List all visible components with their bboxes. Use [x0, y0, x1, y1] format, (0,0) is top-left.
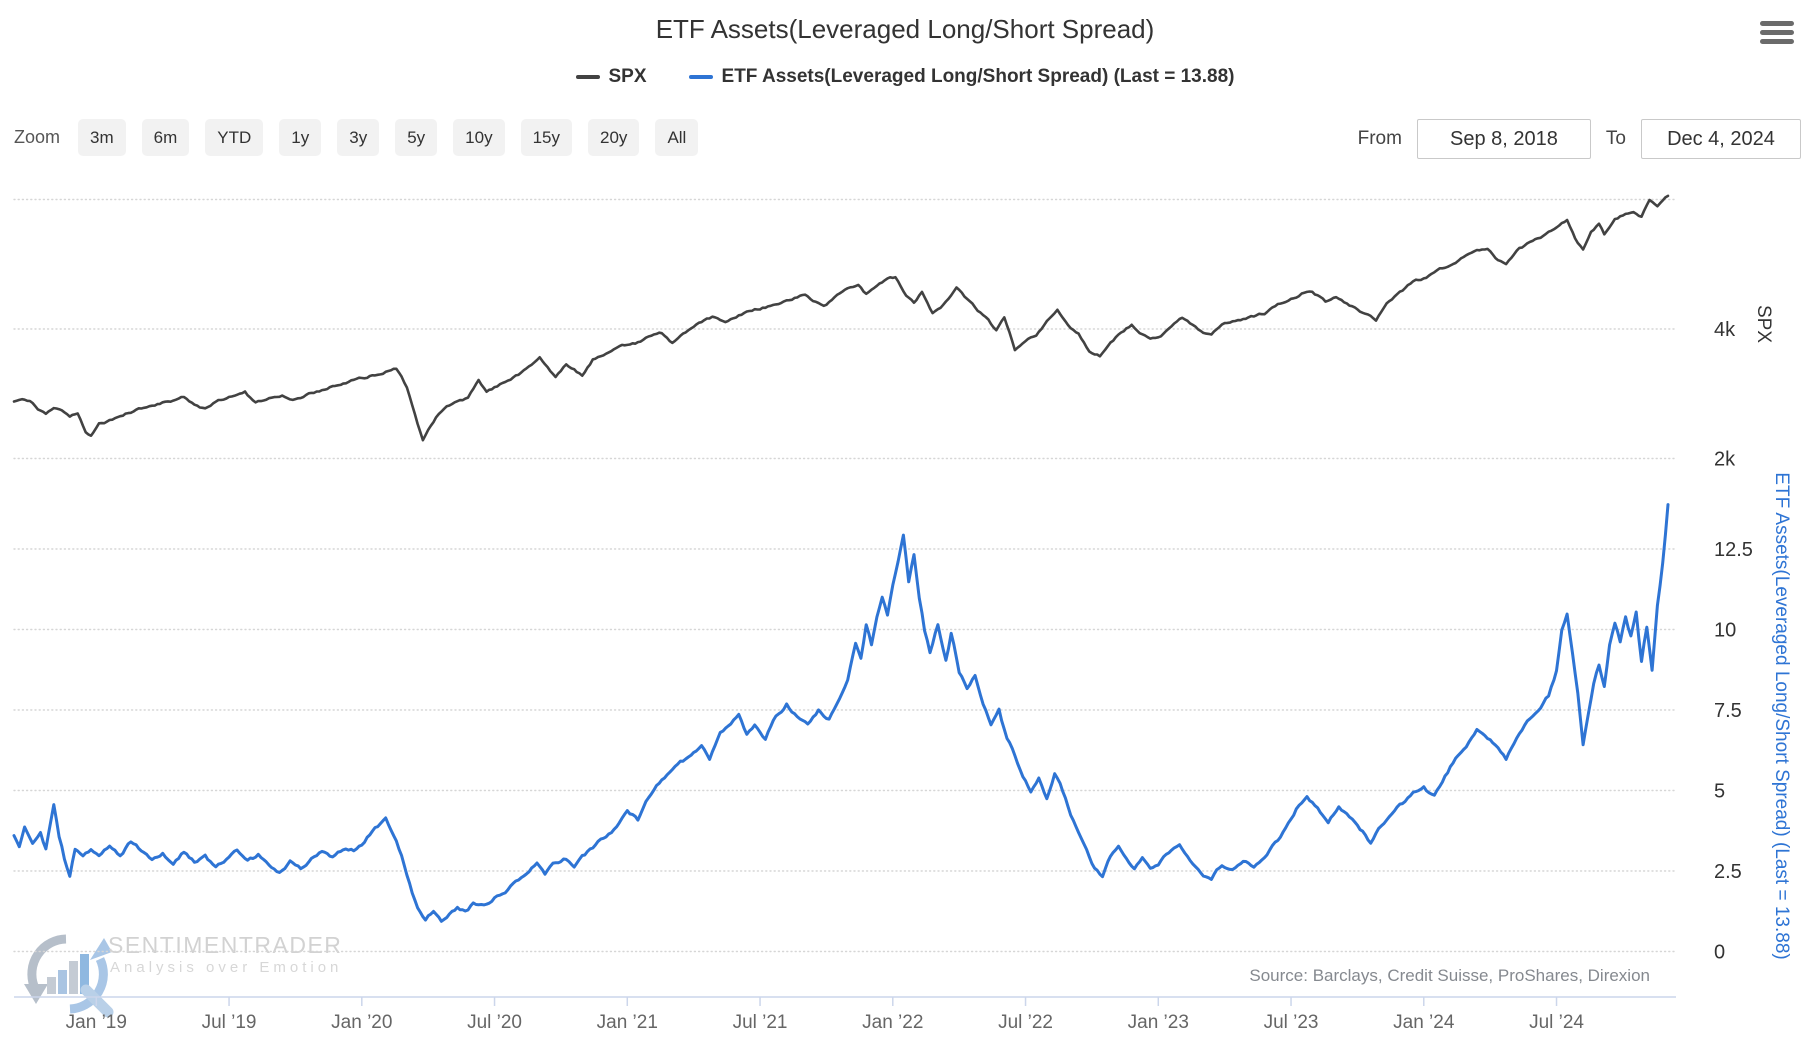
watermark-tagline: Analysis over Emotion [110, 959, 343, 976]
zoom-buttons: 3m 6m YTD 1y 3y 5y 10y 15y 20y All [78, 119, 699, 156]
zoom-button-5y[interactable]: 5y [395, 119, 438, 156]
x-axis-label: Jan ’21 [597, 1012, 658, 1033]
etf-legend-dash-icon [688, 75, 713, 79]
etf-spread-axis-tick-label: 2.5 [1714, 861, 1742, 883]
zoom-button-15y[interactable]: 15y [520, 119, 573, 156]
spx-series-line [12, 194, 1670, 442]
date-range-toolbar: From Sep 8, 2018 To Dec 4, 2024 [1358, 119, 1801, 159]
hamburger-menu-icon[interactable] [1760, 21, 1796, 51]
x-axis-label: Jan ’20 [331, 1012, 392, 1033]
etf-spread-axis-tick-label: 5 [1714, 781, 1725, 803]
etf-spread-axis-title: ETF Assets(Leveraged Long/Short Spread) … [1771, 472, 1792, 959]
to-label: To [1605, 128, 1626, 149]
spx-axis-tick-label: 4k [1714, 319, 1736, 341]
source-note: Source: Barclays, Credit Suisse, ProShar… [1249, 966, 1650, 985]
from-label: From [1357, 128, 1402, 149]
to-date-input[interactable]: Dec 4, 2024 [1641, 119, 1801, 159]
spx-axis-tick-label: 2k [1714, 449, 1736, 471]
legend: SPX ETF Assets(Leveraged Long/Short Spre… [0, 66, 1810, 88]
zoom-button-6m[interactable]: 6m [141, 119, 190, 156]
zoom-button-10y[interactable]: 10y [453, 119, 505, 156]
x-axis-label: Jul ’23 [1264, 1012, 1319, 1033]
etf-spread-axis-tick-label: 0 [1714, 942, 1725, 964]
zoom-toolbar: Zoom 3m 6m YTD 1y 3y 5y 10y 15y 20y All [14, 119, 699, 156]
spx-axis-title: SPX [1753, 305, 1774, 343]
x-axis-label: Jul ’24 [1529, 1012, 1584, 1033]
x-axis-label: Jul ’22 [998, 1012, 1053, 1033]
x-axis-label: Jul ’20 [467, 1012, 522, 1033]
spx-legend-label: SPX [608, 66, 647, 87]
from-date-input[interactable]: Sep 8, 2018 [1416, 119, 1591, 159]
zoom-button-3y[interactable]: 3y [337, 119, 380, 156]
x-axis-label: Jul ’21 [733, 1012, 788, 1033]
etf-legend-label: ETF Assets(Leveraged Long/Short Spread) … [721, 66, 1235, 87]
etf-spread-series-line [12, 503, 1670, 923]
etf-spread-axis-tick-label: 10 [1714, 620, 1736, 642]
zoom-button-20y[interactable]: 20y [588, 119, 640, 156]
etf-spread-axis-tick-label: 7.5 [1714, 700, 1742, 722]
spx-legend-dash-icon [575, 75, 600, 79]
etf-spread-axis-tick-label: 12.5 [1714, 539, 1753, 561]
watermark: SENTIMENTRADER Analysis over Emotion [20, 928, 440, 1020]
sentimentrader-logo-icon [24, 934, 114, 1018]
zoom-button-ytd[interactable]: YTD [205, 119, 264, 156]
x-axis-label: Jan ’23 [1128, 1012, 1189, 1033]
chart-title: ETF Assets(Leveraged Long/Short Spread) [655, 14, 1155, 44]
legend-item-spx[interactable]: SPX [575, 66, 647, 88]
watermark-brand: SENTIMENTRADER [108, 932, 343, 958]
x-axis-label: Jul ’19 [202, 1012, 257, 1033]
zoom-button-all[interactable]: All [655, 119, 699, 156]
zoom-label: Zoom [14, 127, 61, 147]
zoom-button-3m[interactable]: 3m [78, 119, 126, 156]
legend-item-etf-spread[interactable]: ETF Assets(Leveraged Long/Short Spread) … [688, 66, 1235, 88]
x-axis-label: Jan ’19 [66, 1012, 127, 1033]
x-axis-label: Jan ’22 [862, 1012, 923, 1033]
zoom-button-1y[interactable]: 1y [279, 119, 322, 156]
x-axis-label: Jan ’24 [1393, 1012, 1455, 1033]
